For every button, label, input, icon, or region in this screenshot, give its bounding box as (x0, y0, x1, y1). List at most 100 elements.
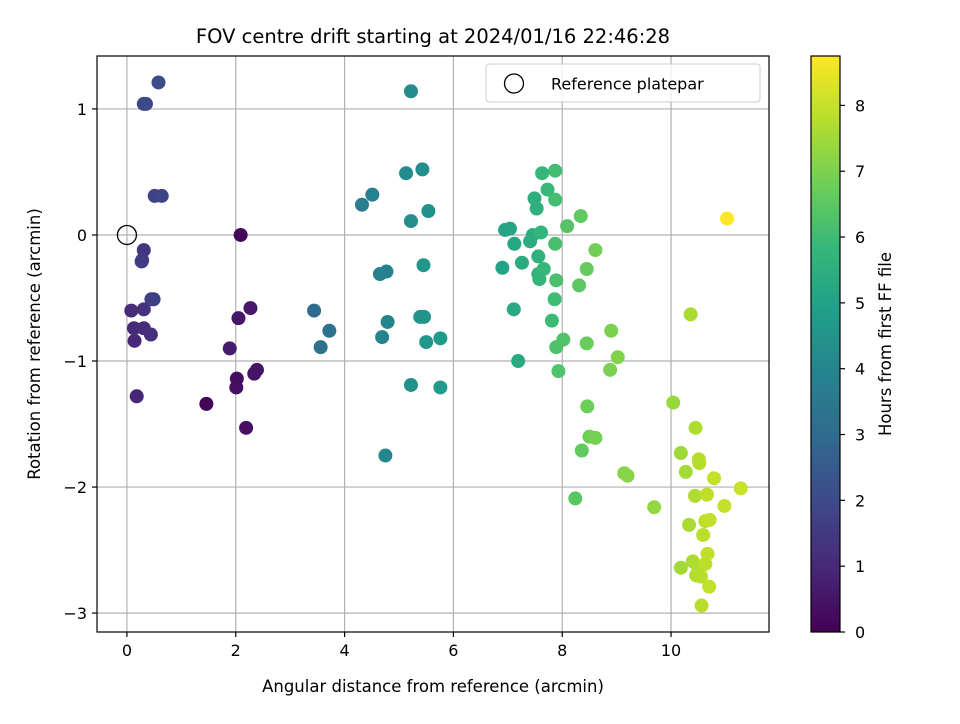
data-point (415, 162, 430, 177)
data-point (222, 341, 237, 356)
legend-label-reference: Reference platepar (551, 75, 704, 94)
data-point (699, 487, 714, 502)
data-point (535, 166, 550, 181)
x-tick-label: 0 (122, 641, 132, 660)
colorbar-tick-label: 6 (855, 228, 865, 247)
data-point (673, 560, 688, 575)
data-point (551, 364, 566, 379)
colorbar-tick-label: 8 (855, 96, 865, 115)
colorbar-label: Hours from first FF file (876, 252, 895, 436)
data-point (588, 243, 603, 258)
data-point (540, 182, 555, 197)
data-point (547, 292, 562, 307)
data-point (548, 163, 563, 178)
colorbar-tick-label: 1 (855, 557, 865, 576)
data-point (151, 75, 166, 90)
data-point (673, 446, 688, 461)
data-point (733, 481, 748, 496)
data-point (572, 278, 587, 293)
colorbar: 0 1 2 3 4 5 6 7 8 Hours from first FF file (810, 55, 895, 642)
data-point (702, 512, 717, 527)
data-point (692, 456, 707, 471)
data-points (124, 75, 748, 613)
colorbar-tick-label: 5 (855, 294, 865, 313)
data-point (536, 262, 551, 277)
data-point (403, 84, 418, 99)
data-point (568, 491, 583, 506)
data-point (604, 323, 619, 338)
data-point (399, 166, 414, 181)
data-point (199, 396, 214, 411)
data-point (580, 399, 595, 414)
x-axis-label: Angular distance from reference (arcmin) (262, 677, 604, 696)
data-point (610, 350, 625, 365)
data-point (531, 249, 546, 264)
data-point (322, 323, 337, 338)
data-point (548, 192, 563, 207)
data-point (502, 221, 517, 236)
data-point (365, 187, 380, 202)
data-point (313, 340, 328, 355)
x-tick-label: 2 (231, 641, 241, 660)
data-point (693, 569, 708, 584)
data-point (666, 395, 681, 410)
data-point (511, 354, 526, 369)
data-point (136, 302, 151, 317)
plot-frame (96, 55, 770, 633)
y-axis-label: Rotation from reference (arcmin) (25, 208, 44, 480)
data-point (307, 303, 322, 318)
x-tick-label: 8 (557, 641, 567, 660)
x-tick-label: 6 (448, 641, 458, 660)
data-point (375, 330, 390, 345)
data-point (380, 314, 395, 329)
data-point (507, 236, 522, 251)
data-point (233, 227, 248, 242)
data-point (687, 488, 702, 503)
data-point (678, 464, 693, 479)
data-point (603, 362, 618, 377)
data-point (138, 96, 153, 111)
x-tick-label: 10 (661, 641, 681, 660)
legend: Reference platepar (485, 63, 761, 103)
data-point (696, 527, 711, 542)
data-point (417, 309, 432, 324)
y-tick-label: −2 (63, 478, 87, 497)
reference-marker-layer (116, 224, 138, 246)
colorbar-frame (810, 55, 841, 633)
data-point (682, 517, 697, 532)
colorbar-gradient (811, 56, 840, 632)
data-point (433, 331, 448, 346)
data-point (556, 332, 571, 347)
data-point (560, 219, 575, 234)
colorbar-tick-label: 7 (855, 162, 865, 181)
data-point (647, 500, 662, 515)
colorbar-ticks: 0 1 2 3 4 5 6 7 8 (840, 96, 865, 642)
data-point (506, 302, 521, 317)
data-point (154, 188, 169, 203)
data-point (544, 313, 559, 328)
data-point (548, 236, 563, 251)
data-point (717, 498, 732, 513)
data-point (534, 225, 549, 240)
y-tick-label: −1 (63, 352, 87, 371)
x-tick-label: 4 (339, 641, 349, 660)
data-point (720, 211, 735, 226)
data-point (700, 546, 715, 561)
data-point (134, 254, 149, 269)
y-tick-label: 0 (77, 226, 87, 245)
colorbar-tick-label: 2 (855, 491, 865, 510)
data-point (588, 430, 603, 445)
chart-title: FOV centre drift starting at 2024/01/16 … (196, 25, 670, 48)
data-point (573, 209, 588, 224)
data-point (379, 264, 394, 279)
data-point (229, 380, 244, 395)
data-point (124, 303, 139, 318)
data-point (127, 321, 142, 336)
data-point (529, 201, 544, 216)
data-point (243, 301, 258, 316)
data-point (579, 336, 594, 351)
data-point (574, 443, 589, 458)
data-point (688, 420, 703, 435)
colorbar-tick-label: 3 (855, 426, 865, 445)
data-point (419, 335, 434, 350)
